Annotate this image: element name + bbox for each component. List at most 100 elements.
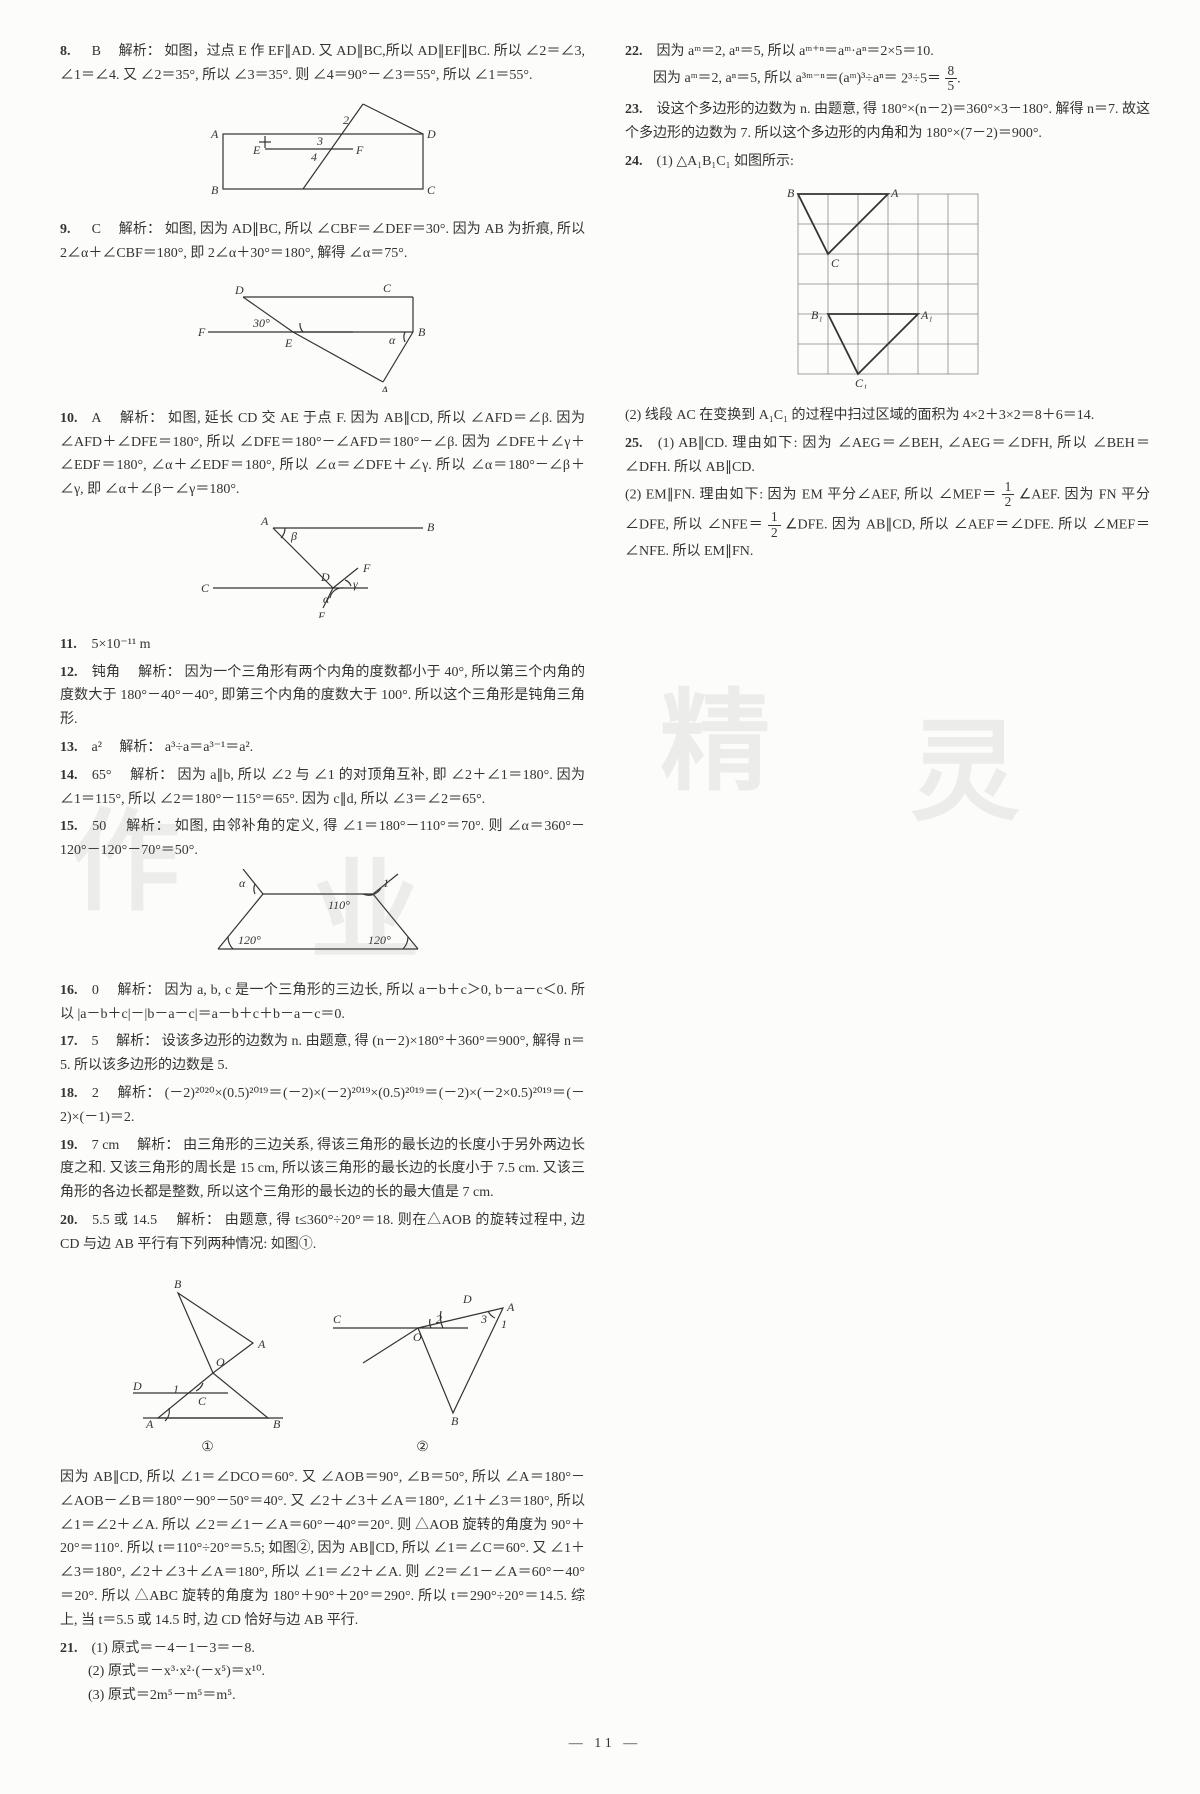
problem-number: 8.	[60, 40, 88, 64]
problem-text: 因为 aᵐ＝2, aⁿ＝5, 所以 a³ᵐ⁻ⁿ＝(aᵐ)³÷aⁿ＝	[653, 71, 898, 86]
problem-13: 13. a² 解析： a³÷a＝a³⁻¹＝a².	[60, 736, 585, 760]
svg-text:C: C	[198, 1394, 207, 1408]
svg-text:D: D	[132, 1379, 142, 1393]
problem-number: 20.	[60, 1209, 88, 1233]
problem-19: 19. 7 cm 解析： 由三角形的三边关系, 得该三角形的最长边的长度小于另外…	[60, 1134, 585, 1205]
answer: 5.5 或 14.5	[92, 1213, 157, 1228]
svg-text:F: F	[197, 325, 206, 339]
problem-10: 10. A 解析： 如图, 延长 CD 交 AE 于点 F. 因为 AB∥CD,…	[60, 407, 585, 502]
answer: 2	[92, 1086, 99, 1101]
problem-text: (1) 原式＝－4－1－3＝－8.	[92, 1641, 255, 1656]
label-analysis: 解析：	[137, 1138, 179, 1153]
figure-20: B O A A B D C 1 ①	[60, 1263, 585, 1461]
label-analysis: 解析：	[120, 411, 164, 426]
problem-number: 21.	[60, 1637, 88, 1661]
svg-text:E: E	[252, 143, 261, 157]
svg-text:B: B	[787, 186, 795, 200]
svg-text:α: α	[389, 333, 396, 347]
label-analysis: 解析：	[117, 983, 160, 998]
problem-20-cont: 因为 AB∥CD, 所以 ∠1＝∠DCO＝60°. 又 ∠AOB＝90°, ∠B…	[60, 1466, 585, 1633]
figure-8: A D B C E F 2 3 4	[60, 94, 585, 213]
svg-text:A₁: A₁	[920, 308, 933, 322]
answer: 钝角	[92, 665, 120, 680]
problem-text: (2) EM∥FN. 理由如下: 因为 EM 平分∠AEF, 所以 ∠MEF＝	[625, 487, 997, 502]
answer: 0	[92, 983, 99, 998]
svg-text:B: B	[273, 1417, 281, 1428]
svg-text:D: D	[320, 570, 330, 584]
problem-20: 20. 5.5 或 14.5 解析： 由题意, 得 t≤360°÷20°＝18.…	[60, 1209, 585, 1257]
page-number: — 11 —	[60, 1732, 1150, 1756]
problem-number: 9.	[60, 218, 88, 242]
svg-text:C₁: C₁	[855, 376, 867, 389]
problem-25: 25. (1) AB∥CD. 理由如下: 因为 ∠AEG＝∠BEH, ∠AEG＝…	[625, 432, 1150, 564]
problem-number: 22.	[625, 40, 653, 64]
figure-9: C D F E B A α 30°	[60, 272, 585, 401]
svg-text:O: O	[216, 1355, 225, 1369]
svg-text:D: D	[426, 127, 436, 141]
answer: 7 cm	[92, 1138, 120, 1153]
page-content: 8. B 解析： 如图，过点 E 作 EF∥AD. 又 AD∥BC,所以 AD∥…	[60, 40, 1150, 1720]
problem-14: 14. 65° 解析： 因为 a∥b, 所以 ∠2 与 ∠1 的对顶角互补, 即…	[60, 764, 585, 812]
svg-text:D: D	[462, 1292, 472, 1306]
problem-number: 18.	[60, 1082, 88, 1106]
svg-text:E: E	[284, 336, 293, 350]
problem-text: 5×10⁻¹¹ m	[92, 637, 151, 652]
problem-text: 因为 AB∥CD, 所以 ∠1＝∠DCO＝60°. 又 ∠AOB＝90°, ∠B…	[60, 1470, 585, 1628]
svg-text:C: C	[201, 581, 210, 595]
problem-24-cont: (2) 线段 AC 在变换到 A₁C₁ 的过程中扫过区域的面积为 4×2＋3×2…	[625, 404, 1150, 428]
problem-8: 8. B 解析： 如图，过点 E 作 EF∥AD. 又 AD∥BC,所以 AD∥…	[60, 40, 585, 88]
problem-24: 24. (1) △A₁B₁C₁ 如图所示:	[625, 150, 1150, 174]
svg-text:B: B	[427, 520, 435, 534]
svg-text:120°: 120°	[238, 933, 261, 947]
label-analysis: 解析：	[177, 1213, 221, 1228]
svg-text:4: 4	[311, 150, 317, 164]
svg-text:α: α	[239, 876, 246, 890]
problem-text: a³÷a＝a³⁻¹＝a².	[165, 740, 253, 755]
problem-text: (2) 线段 AC 在变换到 A₁C₁ 的过程中扫过区域的面积为 4×2＋3×2…	[625, 408, 1094, 423]
svg-text:C: C	[831, 256, 840, 270]
problem-23: 23. 设这个多边形的边数为 n. 由题意, 得 180°×(n－2)＝360°…	[625, 98, 1150, 146]
problem-number: 23.	[625, 98, 653, 122]
problem-number: 17.	[60, 1030, 88, 1054]
answer: 50	[92, 819, 106, 834]
problem-number: 24.	[625, 150, 653, 174]
svg-text:B: B	[418, 325, 426, 339]
caption-1: ①	[123, 1436, 293, 1460]
problem-text: 设这个多边形的边数为 n. 由题意, 得 180°×(n－2)＝360°×3－1…	[625, 102, 1150, 141]
svg-text:O: O	[413, 1330, 422, 1344]
problem-number: 19.	[60, 1134, 88, 1158]
svg-text:F: F	[362, 561, 371, 575]
problem-number: 11.	[60, 633, 88, 657]
svg-text:F: F	[355, 143, 364, 157]
problem-text: (1) AB∥CD. 理由如下: 因为 ∠AEG＝∠BEH, ∠AEG＝∠DFH…	[625, 436, 1150, 475]
svg-text:C: C	[333, 1312, 342, 1326]
label-analysis: 解析：	[118, 1086, 161, 1101]
problem-number: 15.	[60, 815, 88, 839]
figure-24: A B C A₁ B₁ C₁	[625, 179, 1150, 398]
caption-2: ②	[323, 1436, 523, 1460]
svg-text:C: C	[383, 281, 392, 295]
svg-text:γ: γ	[353, 577, 358, 591]
problem-number: 12.	[60, 661, 88, 685]
figure-15: α 110° 120° 120° 1	[60, 869, 585, 973]
svg-text:2: 2	[343, 113, 349, 127]
svg-text:A: A	[210, 127, 219, 141]
answer: C	[92, 222, 101, 237]
fraction: 1 2	[768, 510, 781, 540]
problem-18: 18. 2 解析： (－2)²⁰²⁰×(0.5)²⁰¹⁹＝(－2)×(－2)²⁰…	[60, 1082, 585, 1130]
problem-text: (3) 原式＝2m⁵－m⁵＝m⁵.	[88, 1688, 236, 1703]
svg-text:E: E	[317, 609, 326, 618]
problem-22: 22. 因为 aᵐ＝2, aⁿ＝5, 所以 aᵐ⁺ⁿ＝aᵐ·aⁿ＝2×5＝10.…	[625, 40, 1150, 94]
svg-text:1: 1	[173, 1382, 179, 1396]
problem-number: 16.	[60, 979, 88, 1003]
svg-text:110°: 110°	[328, 898, 350, 912]
svg-text:30°: 30°	[252, 316, 270, 330]
problem-number: 13.	[60, 736, 88, 760]
svg-text:α: α	[323, 592, 330, 606]
problem-text: (2) 原式＝－x³·x²·(－x⁵)＝x¹⁰.	[88, 1664, 265, 1679]
svg-text:A: A	[890, 186, 899, 200]
answer: A	[91, 411, 100, 426]
fraction: 8 5	[945, 64, 958, 94]
fraction: 1 2	[1002, 480, 1015, 510]
problem-11: 11. 5×10⁻¹¹ m	[60, 633, 585, 657]
